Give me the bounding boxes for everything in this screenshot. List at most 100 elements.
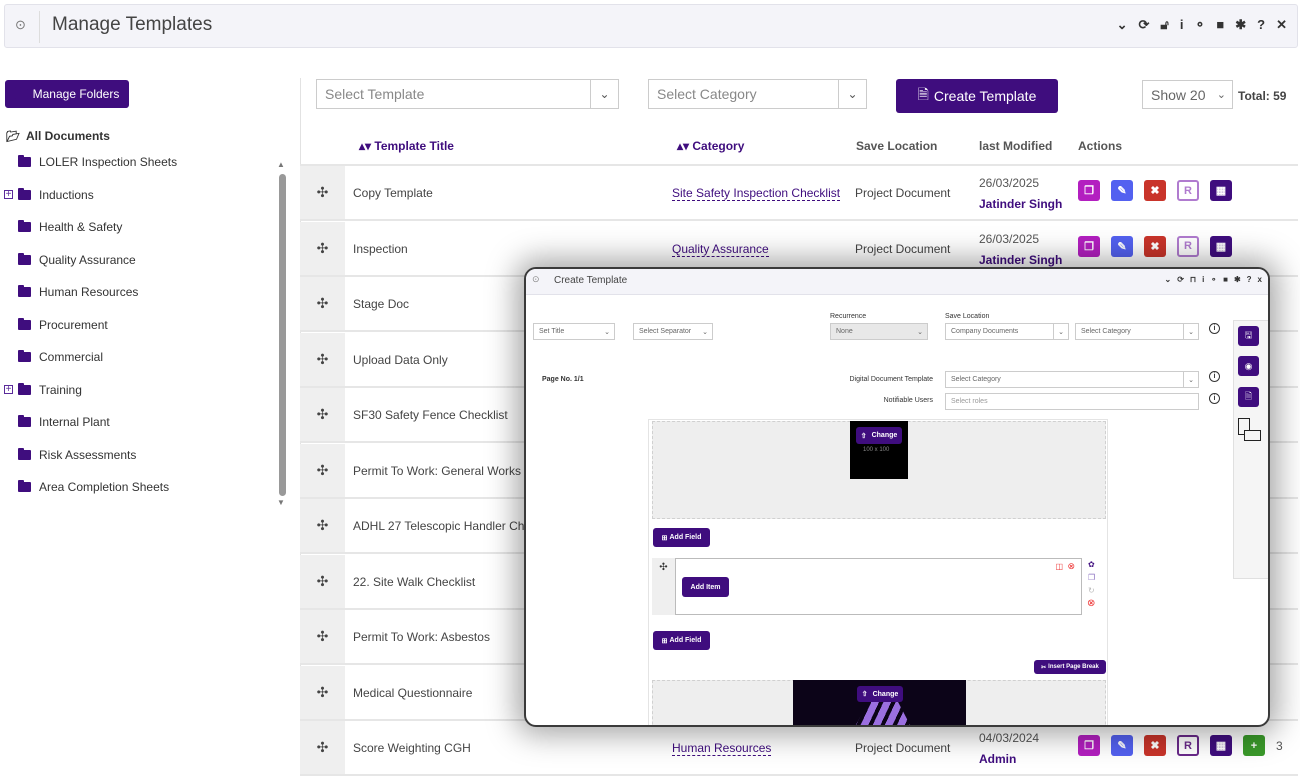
create-template-button[interactable]: 🗎 Create Template xyxy=(896,79,1058,113)
expand-icon[interactable]: + xyxy=(4,384,13,396)
save-icon[interactable]: 🖫 xyxy=(1238,326,1259,346)
sidebar-folder-item[interactable]: Human Resources xyxy=(6,276,296,309)
drag-handle-icon[interactable]: ✣ xyxy=(300,332,345,386)
select-category-dropdown[interactable]: Select Category ⌄ xyxy=(648,79,867,109)
refresh-icon[interactable]: ⟳ xyxy=(1138,17,1150,32)
copy-icon[interactable]: ❐ xyxy=(1078,735,1100,756)
recurrence-select[interactable]: None ⌄ xyxy=(830,323,928,340)
share-icon[interactable]: ⚬ xyxy=(1210,275,1218,284)
manage-folders-button[interactable]: Manage Folders xyxy=(5,80,129,108)
category-link[interactable]: Human Resources xyxy=(672,741,772,756)
drag-handle-icon[interactable]: ✣ xyxy=(300,499,345,552)
header-category[interactable]: ▴▾ Category xyxy=(677,139,745,153)
template-title[interactable]: Copy Template xyxy=(353,186,433,200)
add-field-button[interactable]: ⊞ Add Field xyxy=(653,631,710,650)
pin-icon[interactable]: ⊙ xyxy=(15,17,26,32)
copy-icon[interactable]: ❐ xyxy=(1078,235,1100,257)
select-template-dropdown[interactable]: Select Template ⌄ xyxy=(316,79,619,109)
r-icon[interactable]: R xyxy=(1177,735,1199,756)
template-title[interactable]: Upload Data Only xyxy=(353,352,448,367)
template-title[interactable]: Medical Questionnaire xyxy=(353,685,473,700)
edit-icon[interactable]: ✎ xyxy=(1111,235,1133,257)
save-location-select[interactable]: Company Documents ⌄ xyxy=(945,323,1069,340)
set-title-select[interactable]: Set Title ⌄ xyxy=(533,323,615,340)
rotate-page-icon[interactable] xyxy=(1238,418,1262,442)
bug-icon[interactable]: ✱ xyxy=(1233,275,1241,284)
template-title[interactable]: Score Weighting CGH xyxy=(353,741,471,755)
template-title[interactable]: 22. Site Walk Checklist xyxy=(353,574,476,589)
category-link[interactable]: Quality Assurance xyxy=(672,241,769,257)
close-icon[interactable]: ✕ xyxy=(1276,17,1287,32)
drag-handle-icon[interactable]: ✣ xyxy=(300,443,345,497)
insert-page-break-button[interactable]: ✂ Insert Page Break xyxy=(1034,660,1106,674)
info-icon[interactable]: i xyxy=(1179,17,1184,32)
sidebar-folder-item[interactable]: + Inductions xyxy=(4,179,296,212)
unlock-icon[interactable]: 🔓︎ xyxy=(1160,17,1169,32)
preview-eye-icon[interactable]: ◉ xyxy=(1238,356,1259,376)
qr-code-icon[interactable]: ▦ xyxy=(1210,735,1232,756)
drag-handle-icon[interactable]: ✣ xyxy=(300,665,345,719)
r-icon[interactable]: R xyxy=(1177,235,1199,257)
edit-icon[interactable]: ✎ xyxy=(1111,735,1133,756)
expand-icon[interactable]: + xyxy=(4,189,13,201)
sidebar-folder-item[interactable]: LOLER Inspection Sheets xyxy=(6,146,296,179)
sidebar-folder-item[interactable]: Area Completion Sheets xyxy=(6,471,296,504)
template-title[interactable]: Permit To Work: Asbestos xyxy=(353,630,490,644)
qr-code-icon[interactable]: ▦ xyxy=(1210,180,1232,201)
template-title[interactable]: Stage Doc xyxy=(353,297,410,311)
template-title[interactable]: Inspection xyxy=(353,241,408,256)
delete-icon[interactable]: ✖ xyxy=(1144,235,1166,257)
drag-handle-icon[interactable]: ✣ xyxy=(300,388,345,441)
template-title[interactable]: ADHL 27 Telescopic Handler Che xyxy=(353,519,532,533)
change-image-button[interactable]: ⇧ Change xyxy=(856,427,902,444)
delete-icon[interactable]: ✖ xyxy=(1144,735,1166,756)
remove-circle-icon[interactable]: ⊗ xyxy=(1067,561,1075,571)
info-icon[interactable]: i xyxy=(1209,393,1220,404)
info-icon[interactable]: i xyxy=(1209,323,1220,334)
drag-handle-icon[interactable]: ✣ xyxy=(300,221,345,275)
template-title[interactable]: Permit To Work: General Works xyxy=(353,463,522,478)
r-icon[interactable]: R xyxy=(1177,180,1199,201)
refresh-icon[interactable]: ⟳ xyxy=(1177,275,1184,284)
question-icon[interactable]: ? xyxy=(1257,17,1266,32)
pin-icon[interactable]: ⊙ xyxy=(532,274,540,284)
sidebar-folder-item[interactable]: Risk Assessments xyxy=(6,439,296,472)
drag-handle-icon[interactable]: ✣ xyxy=(300,166,345,219)
file-settings-icon[interactable]: 🗎 xyxy=(1238,387,1259,407)
drag-handle-icon[interactable]: ✣ xyxy=(300,610,345,663)
drag-handle-icon[interactable]: ✣ xyxy=(300,277,345,330)
add-item-button[interactable]: Add Item xyxy=(682,577,729,597)
separator-select[interactable]: Select Separator ⌄ xyxy=(633,323,713,340)
undo-icon[interactable]: ↻ xyxy=(1088,586,1095,595)
scroll-thumb[interactable] xyxy=(279,174,286,496)
sidebar-folder-item[interactable]: Health & Safety xyxy=(6,211,296,244)
video-icon[interactable]: ■ xyxy=(1216,17,1225,32)
drag-handle-icon[interactable]: ✣ xyxy=(652,558,675,615)
drag-handle-icon[interactable]: ✣ xyxy=(300,554,345,608)
bug-icon[interactable]: ✱ xyxy=(1235,17,1247,32)
qr-code-icon[interactable]: ▦ xyxy=(1210,235,1232,257)
add-icon[interactable]: + xyxy=(1243,735,1265,756)
template-title[interactable]: SF30 Safety Fence Checklist xyxy=(353,408,508,422)
add-field-button[interactable]: ⊞ Add Field xyxy=(653,528,710,547)
copy-icon[interactable]: ❐ xyxy=(1078,180,1100,201)
chevron-down-icon[interactable]: ⌄ xyxy=(1164,275,1172,284)
video-icon[interactable]: ■ xyxy=(1223,275,1228,284)
change-image-button[interactable]: ⇧ Change xyxy=(857,686,903,702)
page-size-select[interactable]: Show 20 ⌄ xyxy=(1142,80,1233,109)
sidebar-folder-item[interactable]: Internal Plant xyxy=(6,406,296,439)
share-icon[interactable]: ⚬ xyxy=(1194,17,1206,32)
notifiable-users-input[interactable]: Select roles xyxy=(945,393,1199,410)
sidebar-folder-item[interactable]: Procurement xyxy=(6,309,296,342)
chevron-down-icon[interactable]: ⌄ xyxy=(1116,17,1128,32)
category-link[interactable]: Site Safety Inspection Checklist xyxy=(672,186,841,201)
scroll-up-icon[interactable]: ▲ xyxy=(277,160,285,169)
sidebar-folder-item[interactable]: Commercial xyxy=(6,341,296,374)
edit-icon[interactable]: ✎ xyxy=(1111,180,1133,201)
scroll-down-icon[interactable]: ▼ xyxy=(277,498,285,507)
delete-icon[interactable]: ✖ xyxy=(1144,180,1166,201)
ddt-select[interactable]: Select Category ⌄ xyxy=(945,371,1199,388)
info-icon[interactable]: i xyxy=(1209,371,1220,382)
sidebar-folder-item[interactable]: Quality Assurance xyxy=(6,244,296,277)
sidebar-scrollbar[interactable]: ▲ ▼ xyxy=(276,160,288,510)
